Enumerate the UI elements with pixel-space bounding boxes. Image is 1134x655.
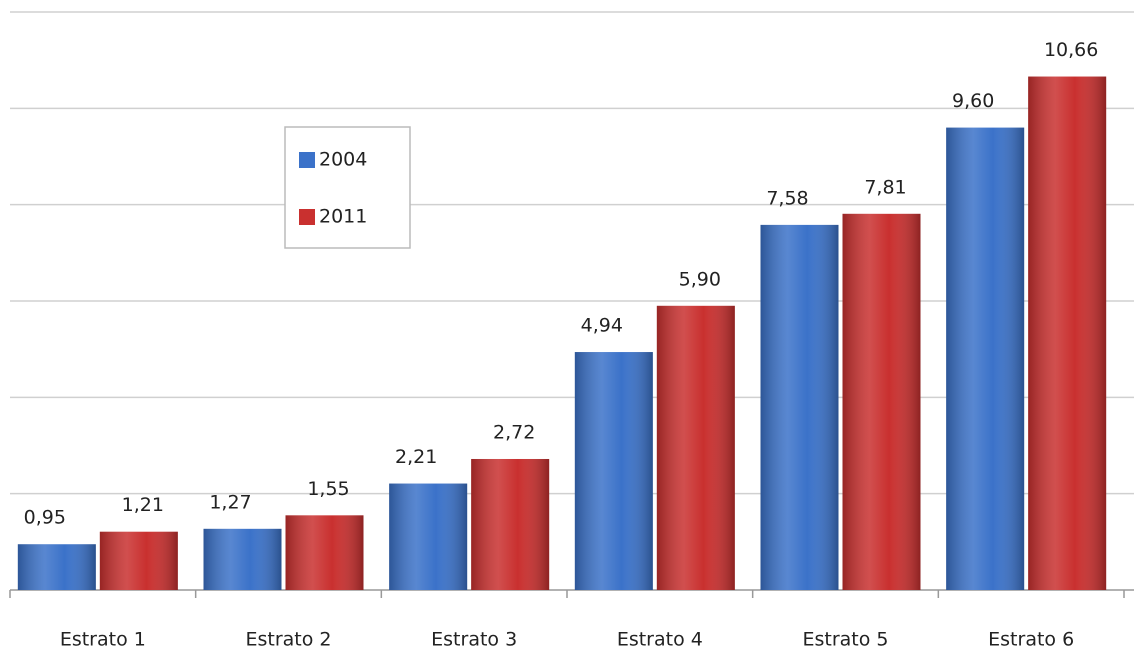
x-tick-label: Estrato 1	[60, 629, 146, 651]
bar-shine	[17, 544, 96, 590]
value-label: 9,60	[952, 90, 994, 112]
x-tick-label: Estrato 5	[802, 629, 888, 651]
x-tick-label: Estrato 2	[245, 629, 331, 651]
bar-shine	[471, 458, 550, 590]
bar-shine	[760, 224, 839, 590]
legend-label: 2004	[319, 149, 367, 171]
bar-shine	[574, 352, 653, 590]
value-label: 1,21	[122, 494, 164, 516]
value-label: 5,90	[679, 268, 721, 290]
bar-shine	[1028, 76, 1107, 590]
value-label: 1,27	[209, 491, 251, 513]
value-label: 4,94	[581, 315, 623, 337]
bar-shine	[203, 528, 282, 590]
value-label: 0,95	[24, 507, 66, 529]
value-label: 1,55	[307, 478, 349, 500]
bar-shine	[285, 515, 364, 590]
value-label: 7,58	[766, 187, 808, 209]
legend-swatch	[299, 209, 315, 225]
legend-box	[284, 126, 411, 249]
bar-shine	[389, 483, 468, 590]
legend-label: 2011	[319, 206, 367, 228]
value-label: 10,66	[1044, 39, 1098, 61]
bar-shine	[842, 213, 921, 590]
x-tick-label: Estrato 3	[431, 629, 517, 651]
value-label: 2,21	[395, 446, 437, 468]
x-tick-label: Estrato 6	[988, 629, 1074, 651]
value-label: 2,72	[493, 421, 535, 443]
bar-shine	[656, 305, 735, 590]
bar-shine	[99, 531, 178, 590]
bar-shine	[946, 127, 1025, 590]
value-label: 7,81	[864, 176, 906, 198]
x-tick-label: Estrato 4	[617, 629, 703, 651]
legend-swatch	[299, 152, 315, 168]
